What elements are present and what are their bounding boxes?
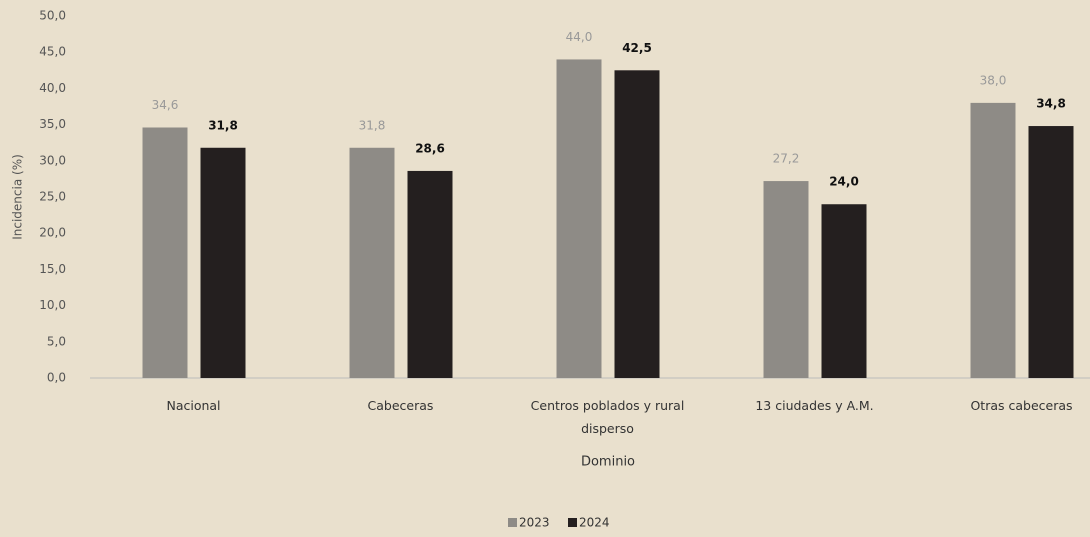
x-tick-label: Cabeceras	[367, 398, 434, 413]
data-label: 34,8	[1036, 97, 1066, 111]
legend-swatch	[568, 518, 577, 527]
y-tick-label: 10,0	[39, 298, 66, 312]
y-tick-label: 15,0	[39, 262, 66, 276]
y-axis-title: Incidencia (%)	[11, 154, 25, 240]
bar	[407, 170, 453, 378]
y-tick-label: 45,0	[39, 45, 66, 59]
data-label: 24,0	[829, 175, 859, 189]
legend-label: 2023	[519, 516, 550, 530]
y-tick-label: 0,0	[47, 371, 66, 385]
y-tick-label: 20,0	[39, 226, 66, 240]
x-tick-label: Centros poblados y rural disperso	[530, 398, 685, 436]
y-tick-label: 35,0	[39, 117, 66, 131]
bar	[556, 59, 602, 378]
y-tick-label: 5,0	[47, 334, 66, 348]
x-tick-label: Otras cabeceras	[970, 398, 1073, 413]
bar	[763, 181, 809, 378]
bar	[614, 70, 660, 379]
y-tick-label: 50,0	[39, 9, 66, 23]
data-label: 31,8	[359, 118, 386, 132]
data-label: 38,0	[980, 73, 1007, 87]
data-label: 28,6	[415, 141, 445, 155]
bar	[970, 102, 1016, 378]
bar	[1028, 126, 1074, 378]
y-tick-label: 30,0	[39, 153, 66, 167]
x-axis-title: Dominio	[581, 455, 635, 470]
data-label: 31,8	[208, 118, 238, 132]
data-label: 34,6	[152, 98, 179, 112]
bar	[821, 204, 867, 378]
bar	[142, 127, 188, 378]
x-tick-label: 13 ciudades y A.M.	[755, 398, 874, 413]
x-tick-label: Nacional	[166, 398, 221, 413]
legend-label: 2024	[579, 516, 610, 530]
y-tick-label: 40,0	[39, 81, 66, 95]
bar	[349, 147, 395, 378]
data-label: 44,0	[566, 30, 593, 44]
legend-swatch	[508, 518, 517, 527]
y-tick-label: 25,0	[39, 190, 66, 204]
data-label: 27,2	[773, 152, 800, 166]
data-label: 42,5	[622, 41, 652, 55]
bar	[200, 147, 246, 378]
